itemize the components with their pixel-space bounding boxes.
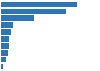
Bar	[1, 43, 9, 49]
Bar	[1, 29, 11, 35]
Bar	[1, 50, 8, 56]
Bar	[1, 9, 66, 14]
Bar	[1, 57, 6, 62]
Bar	[1, 36, 9, 42]
Bar	[1, 64, 3, 69]
Bar	[1, 2, 77, 7]
Bar	[1, 15, 34, 21]
Bar	[1, 22, 14, 28]
